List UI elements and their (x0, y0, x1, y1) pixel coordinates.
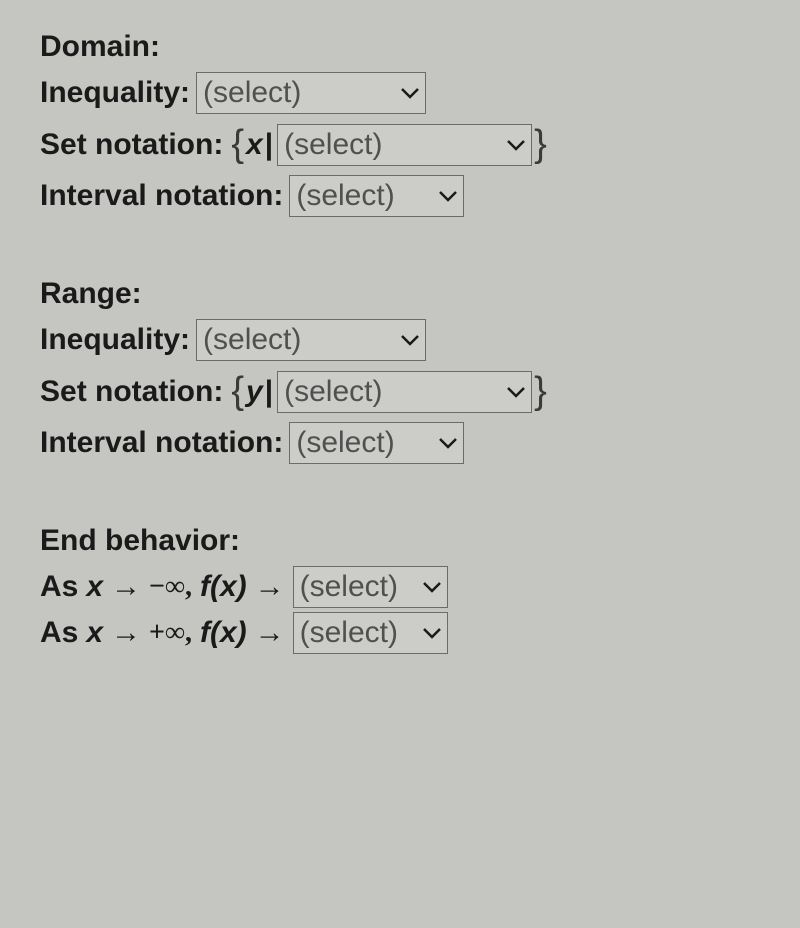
variable-x: x (86, 570, 103, 604)
dropdown-placeholder: (select) (300, 616, 410, 650)
domain-interval-notation-row: Interval notation: (select) (40, 175, 760, 217)
close-brace: } (532, 365, 549, 418)
chevron-down-icon (401, 87, 419, 99)
set-pipe: | (263, 124, 277, 166)
chevron-down-icon (507, 386, 525, 398)
end-behavior-pos-inf-select[interactable]: (select) (293, 612, 448, 654)
end-behavior-neg-inf-math: As x → −∞, f(x) → (40, 570, 285, 604)
arrow-icon: → (111, 570, 141, 604)
domain-inequality-row: Inequality: (select) (40, 72, 760, 114)
chevron-down-icon (439, 437, 457, 449)
range-inequality-select[interactable]: (select) (196, 319, 426, 361)
dropdown-placeholder: (select) (284, 124, 394, 166)
arrow-icon: → (111, 616, 141, 650)
variable-x: x (86, 616, 103, 650)
dropdown-placeholder: (select) (203, 319, 313, 361)
neg-infinity: −∞, (149, 571, 192, 603)
range-interval-notation-select[interactable]: (select) (289, 422, 464, 464)
func-fx: f(x) (200, 570, 247, 604)
chevron-down-icon (439, 190, 457, 202)
end-behavior-neg-inf-row: As x → −∞, f(x) → (select) (40, 566, 760, 608)
close-brace: } (532, 118, 549, 171)
chevron-down-icon (423, 627, 441, 639)
set-pipe: | (263, 371, 277, 413)
set-variable-y: y (246, 371, 263, 413)
range-section: Range: Inequality: (select) Set notation… (40, 277, 760, 464)
dropdown-placeholder: (select) (203, 72, 313, 114)
chevron-down-icon (401, 334, 419, 346)
chevron-down-icon (423, 581, 441, 593)
domain-inequality-select[interactable]: (select) (196, 72, 426, 114)
chevron-down-icon (507, 139, 525, 151)
prefix-text: As (40, 616, 78, 650)
domain-interval-label: Interval notation: (40, 175, 283, 217)
range-set-notation-label: Set notation: (40, 371, 223, 413)
domain-heading: Domain: (40, 30, 760, 64)
pos-infinity: +∞, (149, 617, 192, 649)
range-inequality-label: Inequality: (40, 319, 190, 361)
domain-set-notation-select[interactable]: (select) (277, 124, 532, 166)
arrow-icon: → (255, 616, 285, 650)
open-brace: { (229, 118, 246, 171)
set-variable-x: x (246, 124, 263, 166)
func-fx: f(x) (200, 616, 247, 650)
end-behavior-neg-inf-select[interactable]: (select) (293, 566, 448, 608)
domain-set-notation-label: Set notation: (40, 124, 223, 166)
range-interval-notation-row: Interval notation: (select) (40, 422, 760, 464)
range-set-notation-row: Set notation: { y | (select) } (40, 365, 760, 418)
dropdown-placeholder: (select) (296, 175, 406, 217)
domain-inequality-label: Inequality: (40, 72, 190, 114)
prefix-text: As (40, 570, 78, 604)
range-inequality-row: Inequality: (select) (40, 319, 760, 361)
range-heading: Range: (40, 277, 760, 311)
end-behavior-section: End behavior: As x → −∞, f(x) → (select)… (40, 524, 760, 654)
range-interval-label: Interval notation: (40, 422, 283, 464)
end-behavior-heading: End behavior: (40, 524, 760, 558)
domain-interval-notation-select[interactable]: (select) (289, 175, 464, 217)
dropdown-placeholder: (select) (300, 570, 410, 604)
end-behavior-pos-inf-math: As x → +∞, f(x) → (40, 616, 285, 650)
open-brace: { (229, 365, 246, 418)
range-set-notation-select[interactable]: (select) (277, 371, 532, 413)
dropdown-placeholder: (select) (284, 371, 394, 413)
dropdown-placeholder: (select) (296, 422, 406, 464)
domain-section: Domain: Inequality: (select) Set notatio… (40, 30, 760, 217)
domain-set-notation-row: Set notation: { x | (select) } (40, 118, 760, 171)
end-behavior-pos-inf-row: As x → +∞, f(x) → (select) (40, 612, 760, 654)
arrow-icon: → (255, 570, 285, 604)
